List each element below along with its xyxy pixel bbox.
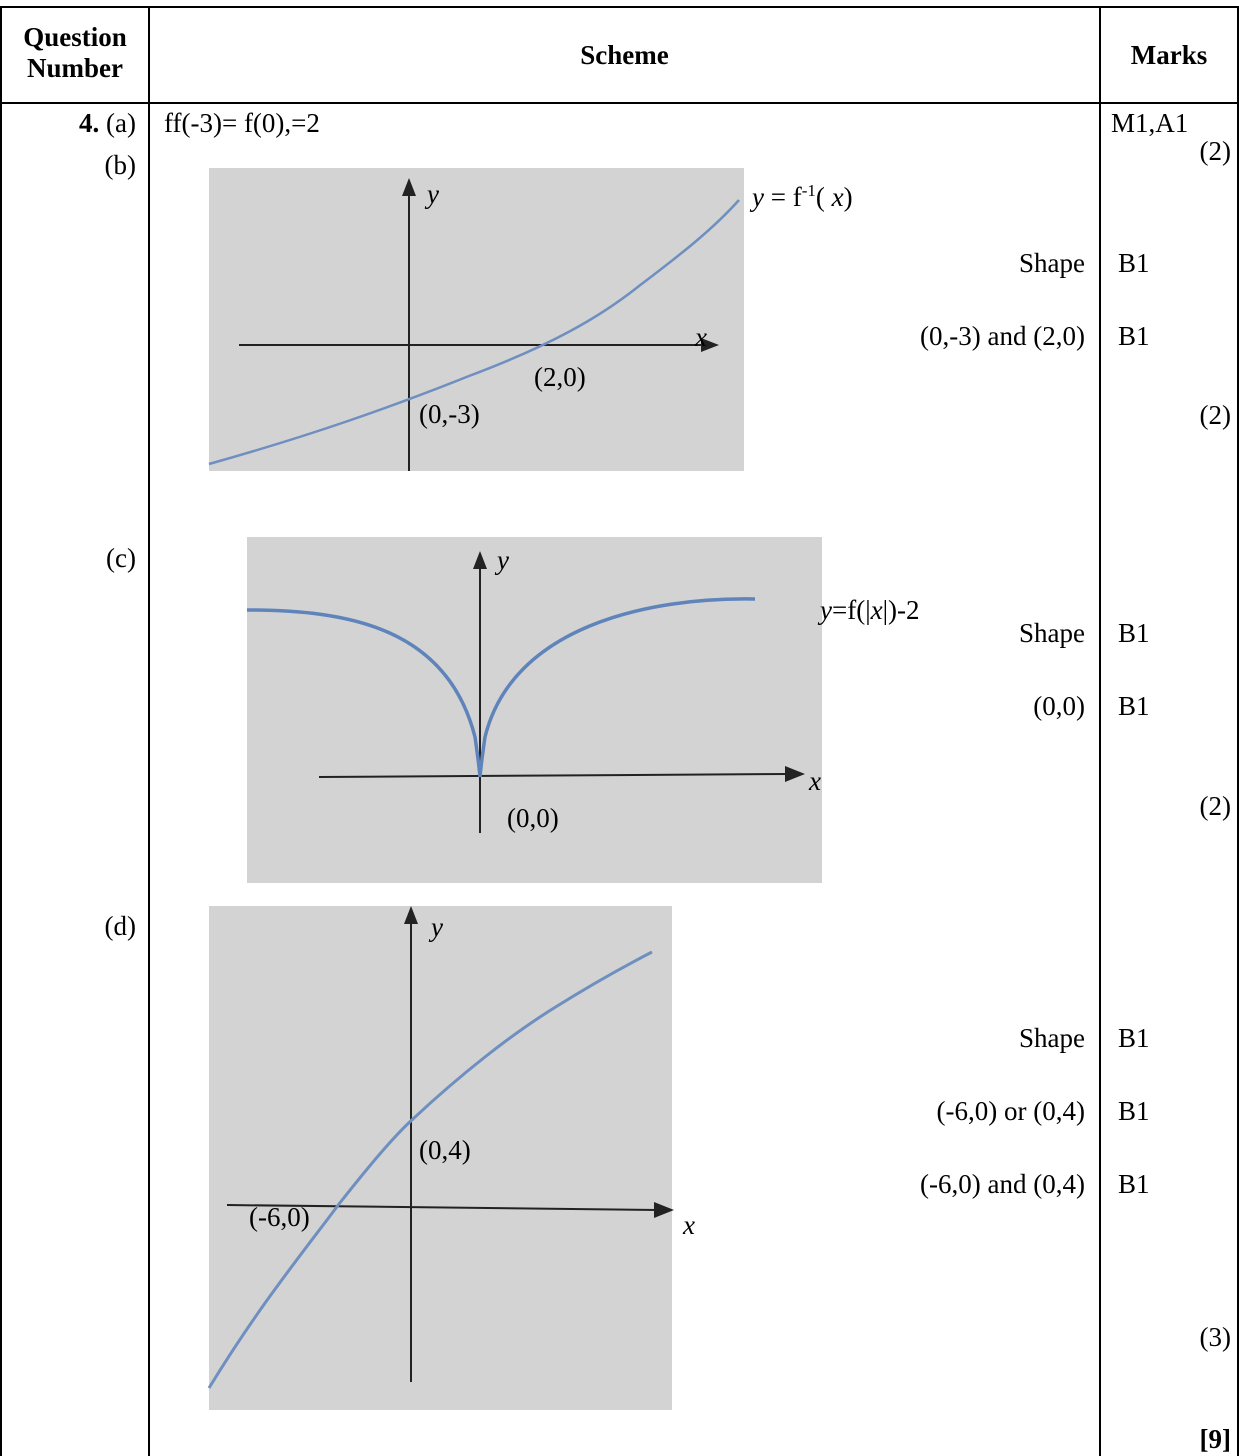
part-d-mark-2: B1	[1118, 1096, 1150, 1126]
graph-d-x-arrow-icon	[654, 1202, 674, 1218]
part-d-total: (3)	[1199, 1322, 1231, 1352]
header-question-number: Question Number	[2, 22, 148, 84]
graph-c-curve	[246, 597, 756, 778]
graph-d-y-arrow-icon	[404, 906, 418, 924]
graph-d-y-label: y	[428, 912, 443, 942]
graph-d-x-axis	[226, 1204, 660, 1211]
part-b-criterion-2: (0,-3) and (2,0)	[920, 321, 1085, 351]
graph-b-x-arrow-icon	[701, 338, 719, 352]
graph-d-curve	[207, 950, 653, 1389]
graph-d-x-label: x	[682, 1210, 695, 1240]
part-b-mark-1: B1	[1118, 248, 1150, 278]
graph-b: y x (2,0) (0,-3)	[208, 168, 744, 471]
graph-b-point-x-intercept: (2,0)	[534, 362, 586, 392]
part-c-mark-1: B1	[1118, 618, 1150, 648]
header-marks: Marks	[1130, 40, 1208, 70]
question-number-cell: 4. (a)	[0, 108, 136, 138]
graph-c-x-arrow-icon	[785, 766, 805, 782]
part-a-label: (a)	[106, 108, 136, 138]
graph-d-svg: y x (0,4) (-6,0)	[207, 906, 695, 1389]
header-bottom-border	[0, 102, 1239, 104]
graph-b-x-label: x	[694, 322, 707, 352]
graph-c-curve-label-y: y	[820, 595, 832, 625]
graph-b-curve-label-open: (	[815, 182, 832, 212]
header-question-line-2: Number	[27, 53, 123, 83]
part-d-criterion-1: Shape	[1019, 1023, 1085, 1053]
question-number: 4.	[79, 108, 100, 138]
part-d-criterion-3: (-6,0) and (0,4)	[920, 1169, 1085, 1199]
part-c-label: (c)	[106, 543, 136, 573]
graph-c-curve-label-x: x	[870, 595, 883, 625]
graph-d: y x (0,4) (-6,0)	[207, 906, 695, 1410]
part-a-scheme: ff(-3)= f(0),=2	[164, 108, 320, 138]
graph-b-curve-label-close: )	[843, 182, 853, 212]
graph-c-x-axis	[318, 773, 790, 778]
part-b-label: (b)	[104, 150, 136, 180]
column-divider-1	[148, 6, 150, 1456]
graph-c-curve-label: y=f(|x|)-2	[820, 595, 919, 625]
graph-b-curve-label-sup: -1	[801, 181, 816, 200]
graph-c-y-arrow-icon	[473, 551, 487, 569]
graph-c: y x (0,0)	[246, 537, 822, 883]
part-d-criterion-2: (-6,0) or (0,4)	[936, 1096, 1085, 1126]
part-a-marks: M1,A1	[1111, 108, 1189, 138]
graph-c-curve-label-mid: =f(|	[831, 595, 871, 625]
part-c-total: (2)	[1199, 791, 1231, 821]
part-b-criterion-1: Shape	[1019, 248, 1085, 278]
graph-d-point-y-intercept: (0,4)	[419, 1135, 471, 1165]
graph-b-curve-label-y: y	[752, 182, 764, 212]
part-d-mark-1: B1	[1118, 1023, 1150, 1053]
table-top-border	[0, 6, 1239, 8]
graph-d-point-x-intercept: (-6,0)	[249, 1202, 310, 1232]
graph-b-curve-label: y = f-1( x)	[752, 176, 853, 212]
graph-b-y-arrow-icon	[402, 178, 416, 196]
graph-b-point-y-intercept: (0,-3)	[419, 399, 480, 429]
grand-total: [9]	[1199, 1424, 1231, 1454]
table-left-border	[0, 6, 2, 1456]
column-divider-2	[1099, 6, 1101, 1456]
graph-b-curve-label-x: x	[831, 182, 844, 212]
part-b-total: (2)	[1199, 400, 1231, 430]
part-c-mark-2: B1	[1118, 691, 1150, 721]
graph-c-point-origin: (0,0)	[507, 803, 559, 833]
header-scheme: Scheme	[580, 40, 669, 70]
table-right-border	[1237, 6, 1239, 1456]
graph-b-curve-label-eq: = f	[763, 182, 802, 212]
part-c-criterion-1: Shape	[1019, 618, 1085, 648]
part-d-label: (d)	[104, 911, 136, 941]
graph-b-svg: y x (2,0) (0,-3)	[208, 178, 740, 471]
graph-c-curve-label-end: |)-2	[882, 595, 920, 625]
graph-b-y-label: y	[424, 179, 439, 209]
part-c-criterion-2: (0,0)	[1033, 691, 1085, 721]
part-d-mark-3: B1	[1118, 1169, 1150, 1199]
part-a-total: (2)	[1199, 136, 1231, 166]
header-question-line-1: Question	[23, 22, 127, 52]
graph-c-x-label: x	[808, 766, 821, 796]
graph-c-y-label: y	[494, 545, 509, 575]
graph-b-curve	[208, 199, 740, 466]
graph-c-svg: y x (0,0)	[246, 545, 821, 833]
part-b-mark-2: B1	[1118, 321, 1150, 351]
